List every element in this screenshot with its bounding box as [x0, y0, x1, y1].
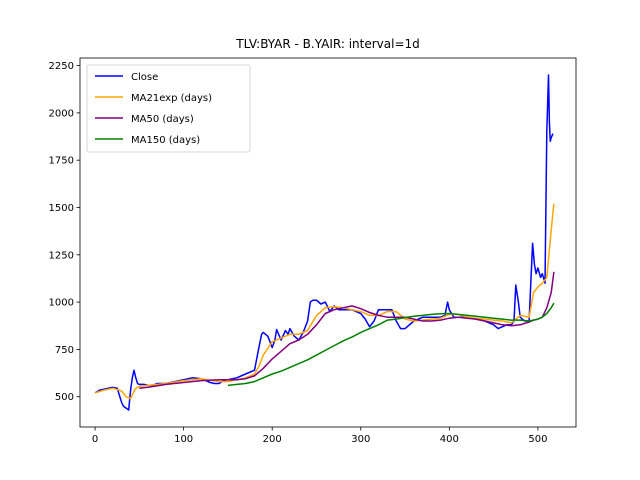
x-tick-label: 100 — [174, 434, 193, 445]
plot-lines — [94, 74, 555, 411]
y-tick-label: 1000 — [49, 298, 74, 309]
y-tick-label: 1500 — [49, 203, 74, 214]
x-tick-label: 500 — [528, 434, 547, 445]
legend: Close MA21exp (days) MA50 (days) MA150 (… — [86, 64, 251, 153]
y-tick-label: 2000 — [49, 108, 74, 119]
x-tick-label: 0 — [92, 434, 98, 445]
x-tick-label: 200 — [263, 434, 282, 445]
y-tick-label: 1750 — [49, 156, 74, 167]
legend-label-ma50: MA50 (days) — [131, 114, 194, 125]
plot-frame — [79, 57, 577, 428]
x-axis: 0 100 200 300 400 500 — [92, 427, 547, 445]
series-line-ma50-days — [139, 271, 555, 389]
x-tick-label: 400 — [440, 434, 459, 445]
y-tick-label: 500 — [55, 392, 74, 403]
chart-title: TLV:BYAR - B.YAIR: interval=1d — [235, 37, 420, 51]
legend-label-ma150: MA150 (days) — [131, 135, 200, 146]
y-tick-label: 1250 — [49, 250, 74, 261]
y-tick-label: 2250 — [49, 61, 74, 72]
x-tick-label: 300 — [351, 434, 370, 445]
y-tick-label: 750 — [55, 345, 74, 356]
legend-box — [86, 64, 251, 153]
legend-label-close: Close — [131, 72, 158, 83]
legend-label-ma21exp: MA21exp (days) — [131, 93, 212, 104]
series-line-ma150-days — [227, 302, 555, 387]
y-axis: 500 750 1000 1250 1500 1750 2000 2250 — [49, 61, 80, 403]
